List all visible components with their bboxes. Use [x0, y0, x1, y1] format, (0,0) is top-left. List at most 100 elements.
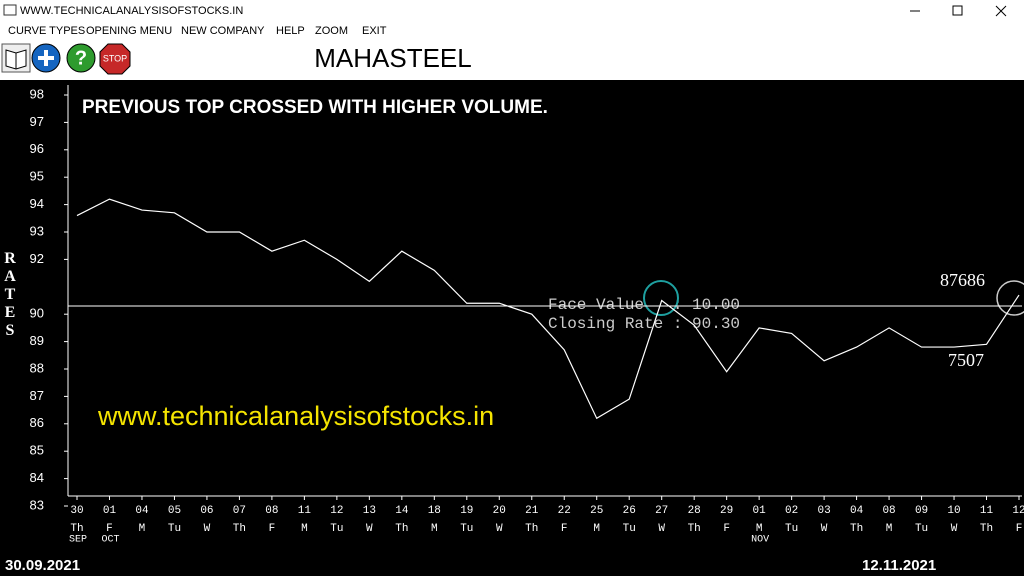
highlight-circle [996, 280, 1024, 316]
app-icon [3, 4, 17, 16]
weekday-label: M [301, 523, 308, 535]
x-tick-label: 29 [720, 505, 733, 517]
volume-low: 7507 [948, 350, 984, 370]
x-tick-label: 18 [428, 505, 441, 517]
x-tick-label: 27 [655, 505, 668, 517]
weekday-label: Tu [460, 523, 473, 535]
book-icon [5, 49, 27, 70]
weekday-label: W [496, 523, 503, 535]
y-tick-label: 85 [30, 443, 44, 458]
plus-icon [38, 50, 54, 66]
weekday-label: Tu [623, 523, 636, 535]
y-tick-label: 87 [30, 388, 44, 403]
x-tick-label: 28 [688, 505, 701, 517]
x-tick-label: 08 [265, 505, 278, 517]
month-label: NOV [751, 535, 769, 546]
weekday-label: F [1016, 523, 1023, 535]
weekday-label: F [269, 523, 276, 535]
x-tick-label: 03 [818, 505, 831, 517]
weekday-label: Tu [915, 523, 928, 535]
close[interactable] [995, 5, 1007, 17]
weekday-label: Th [525, 523, 538, 535]
y-tick-label: 90 [30, 306, 44, 321]
menu-item[interactable]: HELP [276, 25, 305, 37]
annotation: PREVIOUS TOP CROSSED WITH HIGHER VOLUME. [82, 97, 548, 118]
weekday-label: M [886, 523, 893, 535]
x-tick-label: 09 [915, 505, 928, 517]
weekday-label: M [756, 523, 763, 535]
weekday-label: M [593, 523, 600, 535]
weekday-label: W [821, 523, 828, 535]
watermark: www.technicalanalysisofstocks.in [97, 401, 494, 431]
menu-item[interactable]: EXIT [362, 25, 387, 37]
weekday-label: F [723, 523, 730, 535]
x-tick-label: 20 [493, 505, 506, 517]
menu-item[interactable]: CURVE TYPES [8, 25, 85, 37]
weekday-label: Th [70, 523, 83, 535]
weekday-label: W [951, 523, 958, 535]
weekday-label: F [106, 523, 113, 535]
y-tick-label: 94 [30, 196, 44, 211]
weekday-label: W [204, 523, 211, 535]
x-tick-label: 07 [233, 505, 246, 517]
closing-rate: Closing Rate : 90.30 [548, 315, 740, 333]
weekday-label: Tu [168, 523, 181, 535]
y-tick-label: 97 [30, 114, 44, 129]
x-tick-label: 19 [460, 505, 473, 517]
menu-item[interactable]: NEW COMPANY [181, 25, 265, 37]
x-tick-label: 01 [103, 505, 117, 517]
menu-item[interactable]: OPENING MENU [86, 25, 172, 37]
weekday-label: Tu [330, 523, 343, 535]
weekday-label: W [658, 523, 665, 535]
x-tick-label: 06 [200, 505, 213, 517]
weekday-label: Th [980, 523, 993, 535]
y-tick-label: 98 [30, 86, 44, 101]
menu-bar: CURVE TYPES OPENING MENU NEW COMPANY HELP ZO… [8, 25, 387, 37]
toolbar: ? STOP [1, 43, 131, 75]
x-tick-label: 12 [1012, 505, 1024, 517]
x-tick-label: 26 [623, 505, 636, 517]
weekday-label: Th [395, 523, 408, 535]
chart-background [0, 80, 1024, 576]
y-tick-label: 95 [30, 169, 44, 184]
x-tick-label: 10 [947, 505, 960, 517]
y-tick-label: 92 [30, 251, 44, 266]
window-controls[interactable] [910, 5, 1007, 17]
month-label: OCT [101, 535, 119, 546]
x-tick-label: 04 [850, 505, 864, 517]
help-button[interactable] [66, 43, 96, 73]
x-tick-label: 11 [980, 505, 994, 517]
x-tick-label: 12 [330, 505, 343, 517]
x-tick-label: 25 [590, 505, 603, 517]
start-date: 30.09.2021 [5, 557, 80, 574]
help-icon: ? [75, 47, 87, 69]
chart-title: MAHASTEEL [314, 43, 472, 73]
x-tick-label: 05 [168, 505, 181, 517]
weekday-label: M [139, 523, 146, 535]
menu-item[interactable]: ZOOM [315, 25, 348, 37]
x-tick-label: 30 [70, 505, 83, 517]
x-tick-label: 08 [882, 505, 895, 517]
x-tick-label: 11 [298, 505, 312, 517]
volume-high: 87686 [940, 270, 985, 290]
window-chrome [0, 0, 1024, 80]
weekday-label: W [366, 523, 373, 535]
restore[interactable] [952, 5, 963, 16]
highlight-circle [643, 280, 679, 316]
x-tick-label: 04 [135, 505, 149, 517]
stop-button[interactable] [99, 43, 131, 75]
y-tick-label: 96 [30, 141, 44, 156]
end-date: 12.11.2021 [862, 557, 936, 574]
weekday-label: Th [850, 523, 863, 535]
month-label: SEP [69, 535, 87, 546]
stop-icon: STOP [103, 53, 127, 63]
x-tick-label: 13 [363, 505, 376, 517]
x-tick-label: 14 [395, 505, 409, 517]
y-tick-label: 88 [30, 360, 44, 375]
x-tick-label: 01 [753, 505, 767, 517]
price-line [76, 198, 1020, 420]
x-tick-label: 21 [525, 505, 539, 517]
